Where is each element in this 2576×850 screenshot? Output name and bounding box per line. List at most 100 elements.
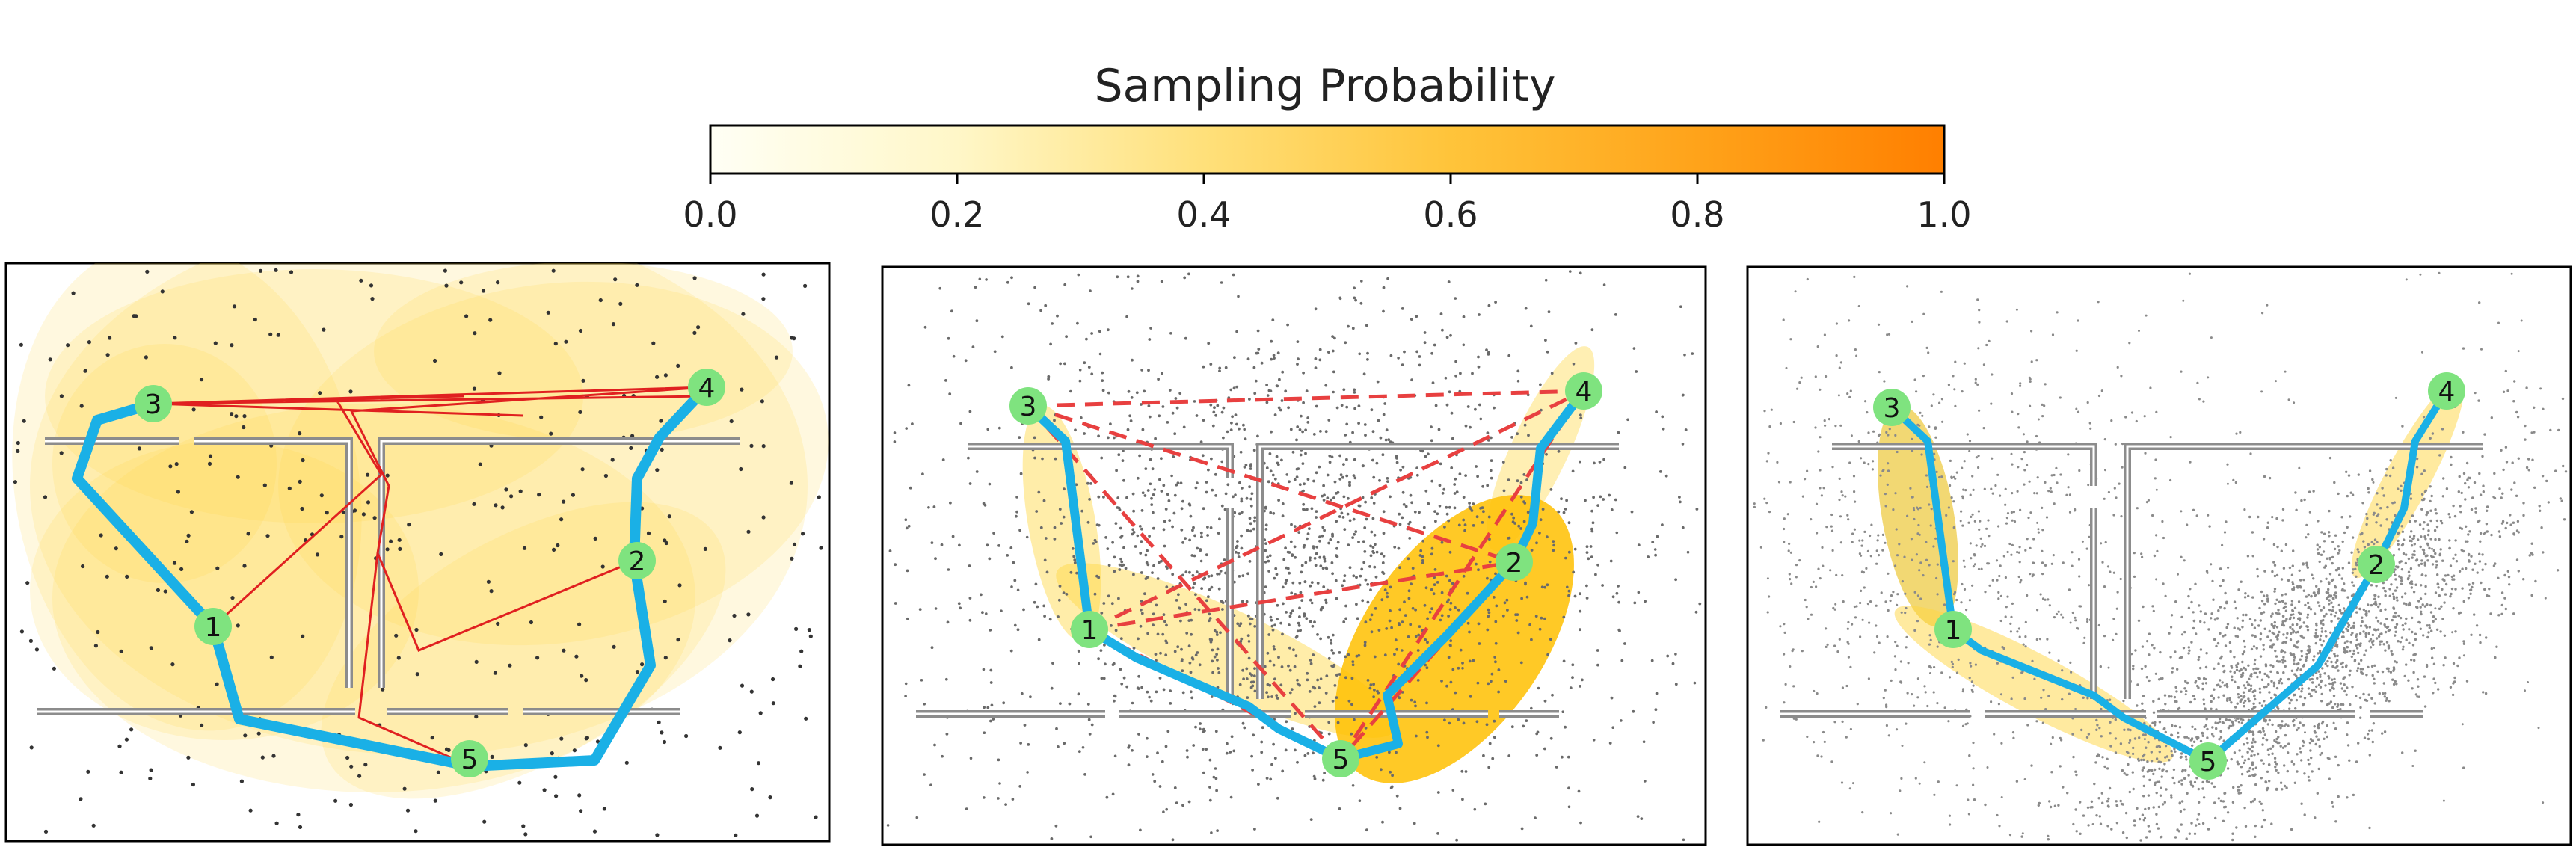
- sample-point: [2303, 772, 2306, 775]
- sample-point: [1529, 324, 1533, 328]
- sample-point: [819, 546, 823, 550]
- sample-point: [1153, 488, 1156, 491]
- sample-point: [1048, 618, 1052, 621]
- sample-point: [1863, 461, 1866, 464]
- sample-point: [1358, 504, 1362, 508]
- sample-point: [43, 829, 49, 834]
- sample-point: [2270, 615, 2273, 618]
- sample-point: [598, 298, 603, 303]
- sample-point: [2343, 689, 2346, 693]
- sample-point: [2116, 366, 2119, 369]
- sample-point: [2336, 705, 2339, 708]
- sample-point: [1319, 430, 1322, 433]
- sample-point: [2262, 644, 2265, 647]
- sample-point: [1516, 631, 1520, 635]
- sample-point: [2385, 697, 2388, 700]
- sample-point: [1169, 689, 1172, 692]
- sample-point: [2538, 505, 2541, 508]
- sample-point: [2351, 571, 2354, 574]
- sample-point: [2279, 745, 2282, 748]
- sample-point: [2145, 676, 2148, 679]
- sample-point: [2188, 649, 2191, 652]
- sample-point: [2467, 597, 2471, 600]
- sample-point: [2441, 588, 2444, 591]
- sample-point: [1385, 627, 1389, 630]
- sample-point: [2434, 681, 2437, 685]
- sample-point: [1936, 645, 1939, 648]
- sample-point: [1268, 683, 1272, 687]
- sample-point: [1243, 428, 1246, 431]
- sample-point: [2192, 626, 2195, 630]
- sample-point: [1277, 406, 1281, 410]
- sample-point: [2263, 700, 2266, 703]
- sample-point: [1364, 620, 1368, 624]
- sample-point: [1417, 633, 1421, 637]
- sample-point: [1389, 609, 1392, 612]
- sample-point: [1557, 510, 1561, 514]
- sample-point: [2417, 538, 2420, 541]
- sample-point: [2148, 679, 2151, 683]
- sample-point: [1652, 721, 1655, 724]
- sample-point: [1372, 502, 1376, 505]
- sample-point: [2293, 673, 2296, 676]
- sample-point: [1196, 481, 1199, 484]
- sample-point: [941, 754, 944, 758]
- sample-point: [1220, 410, 1224, 414]
- sample-point: [537, 493, 541, 497]
- sample-point: [2136, 507, 2139, 510]
- sample-point: [2100, 707, 2103, 711]
- sample-point: [1180, 528, 1184, 532]
- sample-point: [1503, 601, 1507, 605]
- sample-point: [2183, 630, 2186, 634]
- sample-point: [2540, 526, 2543, 529]
- sample-point: [2415, 457, 2419, 461]
- sample-point: [2426, 533, 2430, 537]
- sample-point: [2325, 635, 2328, 638]
- sample-point: [1440, 541, 1444, 544]
- sample-point: [59, 451, 64, 455]
- sample-point: [1519, 495, 1523, 499]
- sample-point: [1268, 554, 1272, 558]
- sample-point: [2355, 611, 2358, 614]
- sample-point: [2162, 582, 2165, 585]
- sample-point: [1166, 730, 1170, 733]
- sample-point: [2474, 562, 2477, 565]
- sample-point: [1059, 362, 1062, 366]
- sample-point: [2533, 406, 2536, 409]
- sample-point: [1444, 376, 1448, 380]
- sample-point: [2197, 813, 2201, 816]
- sample-point: [1354, 298, 1357, 302]
- sample-point: [2331, 801, 2334, 804]
- sample-point: [2426, 511, 2429, 514]
- sample-point: [145, 269, 150, 274]
- sample-point: [1379, 436, 1383, 440]
- sample-point: [1151, 773, 1155, 776]
- sample-point: [2506, 389, 2509, 392]
- sample-point: [1494, 660, 1497, 664]
- sample-point: [1131, 358, 1134, 362]
- sample-point: [2378, 603, 2382, 606]
- sample-point: [1265, 466, 1269, 469]
- sample-point: [1913, 508, 1916, 512]
- sample-point: [208, 454, 213, 458]
- sample-point: [1540, 616, 1543, 620]
- sample-point: [906, 569, 909, 573]
- sample-point: [1267, 570, 1270, 573]
- sample-point: [2041, 597, 2045, 600]
- sample-point: [99, 533, 103, 538]
- sample-point: [1551, 693, 1554, 697]
- sample-point: [2324, 630, 2327, 633]
- sample-point: [1190, 632, 1193, 636]
- sample-point: [1471, 372, 1474, 375]
- sample-point: [1487, 439, 1490, 442]
- sample-point: [2383, 695, 2386, 698]
- sample-point: [1148, 415, 1152, 419]
- sample-point: [2405, 553, 2408, 556]
- sample-point: [2285, 786, 2288, 789]
- sample-point: [2106, 565, 2110, 568]
- sample-point: [1182, 425, 1186, 429]
- sample-point: [19, 342, 23, 347]
- sample-point: [1798, 559, 1801, 562]
- sample-point: [1190, 618, 1193, 622]
- sample-point: [1382, 572, 1386, 575]
